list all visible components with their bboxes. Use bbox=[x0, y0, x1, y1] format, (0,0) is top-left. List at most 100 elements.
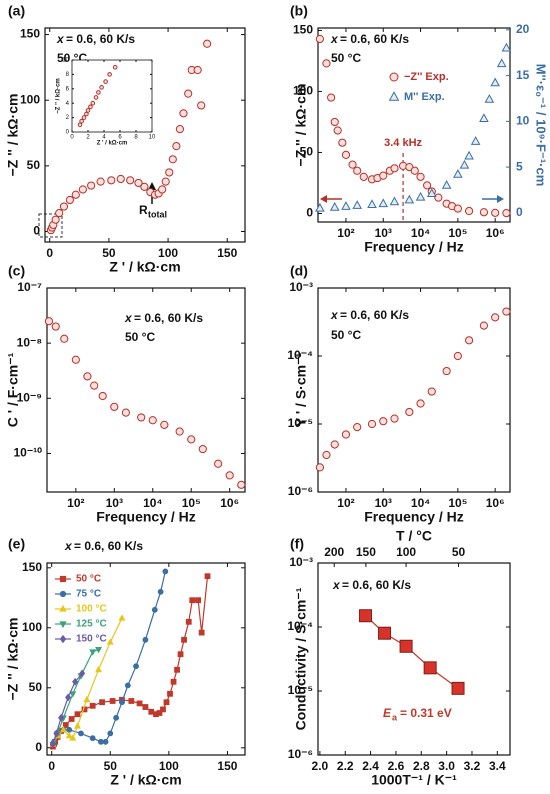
marker bbox=[389, 72, 399, 82]
marker bbox=[160, 706, 166, 713]
marker bbox=[175, 124, 185, 134]
annotation: x bbox=[64, 539, 73, 553]
marker bbox=[95, 665, 103, 673]
marker bbox=[113, 714, 120, 721]
panel-label: (b) bbox=[290, 3, 308, 19]
y-tick-label: 10⁻⁶ bbox=[288, 747, 313, 761]
y2-tick-label: 10 bbox=[516, 114, 530, 128]
marker bbox=[90, 100, 96, 106]
marker bbox=[83, 372, 92, 381]
annotation: 50 °C bbox=[125, 330, 155, 344]
marker bbox=[464, 336, 474, 345]
marker bbox=[405, 407, 414, 417]
marker bbox=[315, 463, 324, 472]
annotation: 50 °C bbox=[331, 51, 361, 65]
y-tick-label: 10⁻⁴ bbox=[287, 619, 313, 633]
marker bbox=[459, 159, 470, 169]
marker bbox=[110, 402, 119, 411]
marker bbox=[427, 387, 436, 396]
marker bbox=[237, 480, 246, 489]
annotation: x bbox=[332, 578, 341, 592]
marker bbox=[49, 740, 56, 749]
legend-label: 50 °C bbox=[76, 574, 101, 585]
x-tick-label: 2.8 bbox=[413, 759, 430, 773]
marker bbox=[163, 699, 170, 706]
legend-label: 125 °C bbox=[76, 619, 107, 630]
marker bbox=[140, 182, 149, 191]
x-tick-label: 4 bbox=[102, 135, 106, 141]
marker bbox=[378, 626, 392, 640]
marker bbox=[59, 604, 67, 612]
x-tick-label: 3.0 bbox=[438, 759, 455, 773]
y-axis-title: −Z '' / kΩ·cm bbox=[5, 618, 21, 701]
marker bbox=[118, 614, 126, 621]
marker bbox=[90, 381, 99, 390]
marker bbox=[121, 408, 130, 417]
marker bbox=[184, 89, 193, 98]
marker bbox=[496, 58, 507, 68]
y-tick-label: 150 bbox=[20, 27, 40, 41]
annotation: total bbox=[148, 209, 167, 219]
annotation: = 0.6, 60 K/s bbox=[342, 578, 411, 592]
marker bbox=[423, 661, 437, 675]
marker bbox=[59, 575, 67, 583]
marker bbox=[502, 307, 511, 316]
panel-label: (e) bbox=[8, 536, 25, 552]
marker bbox=[378, 198, 389, 208]
marker bbox=[470, 136, 481, 145]
plot-frame bbox=[317, 27, 511, 223]
y-tick-label: 10⁻⁷ bbox=[17, 280, 42, 294]
panel-label: (c) bbox=[8, 263, 25, 279]
marker bbox=[490, 77, 500, 87]
plot-frame bbox=[46, 287, 246, 493]
marker bbox=[81, 115, 87, 120]
x-tick-label: 100 bbox=[158, 246, 178, 260]
marker bbox=[53, 729, 60, 738]
y-tick-label: 10⁻⁴ bbox=[287, 348, 313, 362]
axis-arrow-head bbox=[320, 195, 327, 203]
plot-frame bbox=[44, 27, 246, 243]
marker bbox=[151, 606, 158, 613]
legend-label: 75 °C bbox=[76, 589, 101, 600]
y2-tick-label: 15 bbox=[516, 68, 530, 82]
marker bbox=[102, 738, 109, 745]
marker bbox=[156, 710, 163, 716]
marker bbox=[333, 126, 342, 135]
marker bbox=[203, 39, 212, 48]
marker bbox=[441, 180, 452, 189]
marker bbox=[58, 713, 65, 722]
x-tick-label: 100 bbox=[159, 759, 179, 773]
marker bbox=[367, 199, 377, 208]
y-tick-label: 50 bbox=[300, 145, 314, 159]
marker bbox=[341, 150, 351, 159]
zoom-box bbox=[38, 213, 63, 238]
x-tick-label: 50 bbox=[102, 246, 116, 260]
marker bbox=[74, 711, 81, 718]
x-tick-label: 0 bbox=[70, 135, 74, 141]
x-axis-title: Z ' / kΩ·cm bbox=[97, 141, 128, 147]
marker bbox=[410, 166, 419, 175]
y2-tick-label: 0 bbox=[516, 205, 523, 219]
marker bbox=[59, 621, 67, 629]
marker bbox=[59, 725, 67, 733]
marker bbox=[142, 704, 149, 710]
marker bbox=[168, 155, 177, 164]
x-tick-label: 10⁵ bbox=[448, 226, 467, 240]
x-tick-label: 10³ bbox=[106, 496, 123, 510]
marker bbox=[195, 597, 202, 604]
marker bbox=[161, 177, 170, 186]
plot-frame bbox=[71, 59, 153, 133]
marker bbox=[109, 698, 116, 704]
x-tick-label: 10⁶ bbox=[220, 496, 239, 510]
legend-label: −Z'' Exp. bbox=[404, 71, 449, 83]
marker bbox=[367, 419, 377, 429]
marker bbox=[78, 730, 84, 737]
annotation: 50 °C bbox=[331, 328, 361, 342]
y-axis-title: C ' / F·cm⁻¹ bbox=[5, 352, 21, 427]
marker bbox=[434, 193, 443, 202]
marker bbox=[197, 101, 206, 110]
y-tick-label: 100 bbox=[20, 92, 40, 106]
marker bbox=[479, 113, 489, 122]
marker bbox=[198, 444, 207, 454]
marker bbox=[214, 459, 223, 468]
